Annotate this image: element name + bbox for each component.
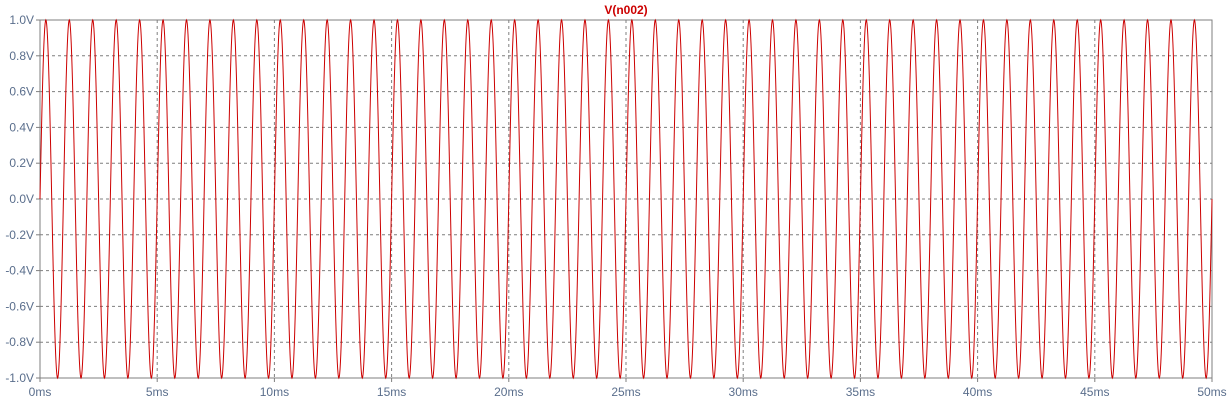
x-tick-label: 45ms [1080,385,1109,399]
x-tick-label: 15ms [377,385,406,399]
y-tick-label: -0.2V [5,228,34,242]
x-tick-label: 50ms [1197,385,1226,399]
series-line-v-n002 [39,18,1213,380]
x-tick-label: 40ms [963,385,992,399]
x-tick-label: 5ms [146,385,169,399]
y-tick-label: -0.6V [5,299,34,313]
trace-title[interactable]: V(n002) [604,3,647,17]
x-tick-label: 35ms [846,385,875,399]
y-tick-label: -1.0V [5,371,34,385]
x-tick-label: 20ms [494,385,523,399]
y-tick-label: 0.4V [9,120,34,134]
trace-area [39,18,1213,380]
y-tick-label: -0.4V [5,264,34,278]
x-tick-label: 30ms [729,385,758,399]
x-tick-label: 0ms [29,385,52,399]
y-tick-label: 0.2V [9,156,34,170]
x-tick-label: 25ms [611,385,640,399]
y-tick-label: 0.0V [9,192,34,206]
x-tick-label: 10ms [260,385,289,399]
tick-labels: 1.0V 0.8V 0.6V 0.4V 0.2V 0.0V -0.2V -0.4V -0.6V -… [5,13,1226,399]
y-tick-label: 1.0V [9,13,34,27]
y-tick-label: 0.8V [9,49,34,63]
y-tick-label: -0.8V [5,335,34,349]
y-tick-label: 0.6V [9,85,34,99]
axes [36,19,1213,382]
